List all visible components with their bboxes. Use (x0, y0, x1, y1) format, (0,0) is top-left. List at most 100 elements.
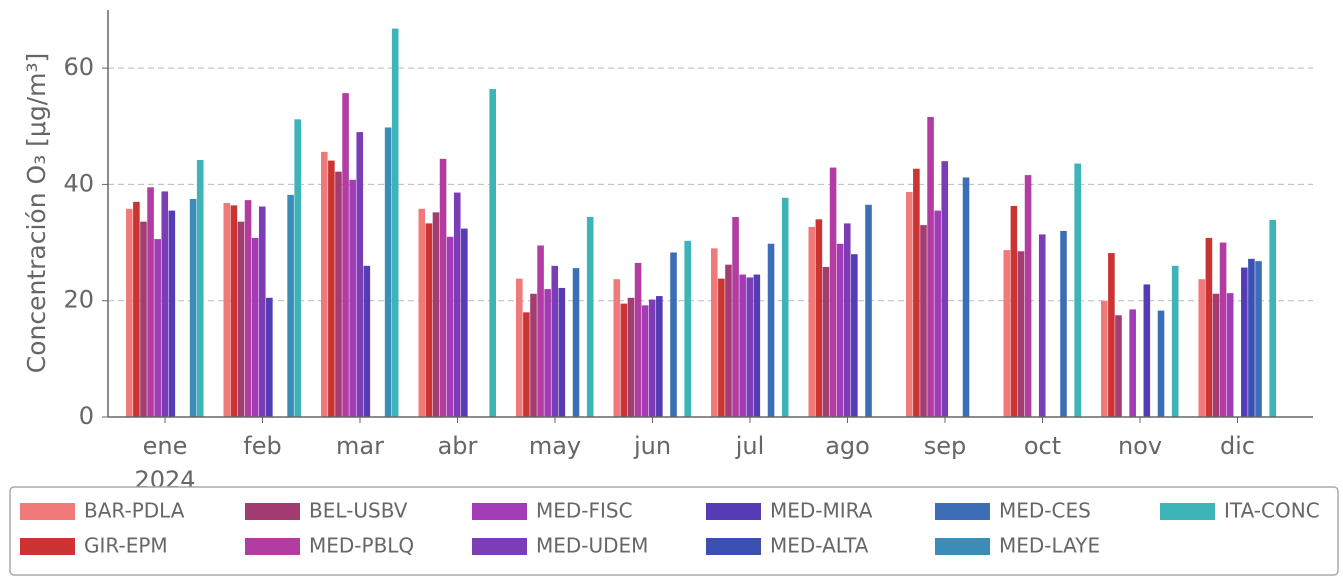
bar (489, 89, 496, 418)
bar (230, 205, 238, 417)
y-tick-label: 40 (63, 169, 94, 197)
legend-swatch (20, 538, 75, 555)
bar (1205, 237, 1213, 417)
x-tick-label: mar (336, 432, 384, 460)
bar (133, 201, 140, 417)
bar (767, 243, 775, 417)
bar (656, 296, 663, 417)
legend-swatch (706, 503, 761, 520)
bar (391, 28, 399, 418)
bar (753, 274, 761, 417)
bar (781, 197, 789, 417)
bar (641, 305, 649, 417)
bar (258, 206, 266, 417)
legend-swatch (935, 538, 990, 555)
legend-swatch (1160, 503, 1215, 520)
legend-swatch (245, 538, 300, 555)
bar (196, 160, 204, 417)
bar (1017, 251, 1025, 417)
bar (551, 265, 559, 417)
x-tick-label: dic (1220, 432, 1255, 460)
bar (634, 262, 642, 417)
bar (147, 187, 154, 417)
bar (920, 225, 927, 417)
x-tick-label: jul (735, 432, 765, 460)
legend-box (9, 486, 1339, 576)
bar (1003, 250, 1011, 417)
legend-label: MED-ALTA (770, 534, 869, 558)
x-tick-label: may (529, 432, 581, 460)
bar (670, 252, 677, 417)
legend-label: BEL-USBV (309, 499, 408, 523)
legend-swatch (935, 503, 990, 520)
bar (934, 210, 941, 417)
bar (558, 287, 566, 417)
bar (140, 221, 147, 417)
bar (321, 151, 328, 417)
bar (962, 177, 970, 417)
bar (843, 223, 851, 417)
bar (941, 161, 949, 417)
legend-label: MED-FISC (536, 499, 633, 523)
bar (739, 274, 746, 417)
bar (718, 278, 725, 417)
legend-label: GIR-EPM (84, 534, 168, 558)
bar (1157, 310, 1165, 417)
bar (1171, 265, 1179, 417)
bar (189, 198, 197, 417)
bar (620, 303, 628, 417)
bar (808, 226, 816, 417)
bar (287, 194, 294, 417)
bar (586, 216, 594, 417)
bar (439, 158, 447, 418)
legend-label: MED-PBLQ (309, 534, 414, 558)
bar (711, 248, 718, 417)
bar (1060, 230, 1067, 417)
bar (244, 200, 252, 417)
bar (161, 191, 169, 417)
bar (829, 167, 837, 417)
bar (746, 277, 754, 417)
legend-label: MED-CES (999, 499, 1091, 523)
bar (266, 297, 273, 417)
bar (418, 208, 426, 417)
bar (453, 192, 461, 417)
bar (613, 279, 621, 417)
bar (461, 228, 468, 417)
bar (1241, 267, 1248, 417)
bar (154, 239, 161, 417)
bar (836, 243, 844, 417)
bar (432, 212, 440, 417)
legend-swatch (706, 538, 761, 555)
legend-swatch (245, 503, 300, 520)
x-tick-label: ago (825, 432, 870, 460)
bar (1143, 284, 1151, 417)
bar (822, 266, 830, 417)
x-tick-label: feb (243, 432, 281, 460)
bar (126, 208, 133, 417)
bar (1108, 253, 1115, 417)
bar (815, 219, 823, 417)
legend-label: MED-UDEM (536, 534, 648, 558)
bar (356, 132, 364, 417)
bar (725, 264, 732, 417)
bar (865, 204, 872, 417)
legend-label: MED-LAYE (999, 534, 1100, 558)
bar (1226, 293, 1234, 417)
x-tick-label: oct (1024, 432, 1061, 460)
bar (1212, 293, 1220, 417)
bar (1248, 258, 1255, 417)
bar (627, 297, 635, 417)
x-tick-label: nov (1118, 432, 1162, 460)
x-tick-label: ene (143, 432, 188, 460)
legend-swatch (20, 503, 75, 520)
legend-label: MED-MIRA (770, 499, 873, 523)
legend-swatch (472, 503, 527, 520)
bar (1198, 279, 1206, 417)
bar (906, 191, 913, 417)
y-tick-label: 20 (63, 286, 94, 314)
bar (384, 127, 392, 417)
bar (523, 312, 530, 417)
bar (927, 116, 934, 418)
